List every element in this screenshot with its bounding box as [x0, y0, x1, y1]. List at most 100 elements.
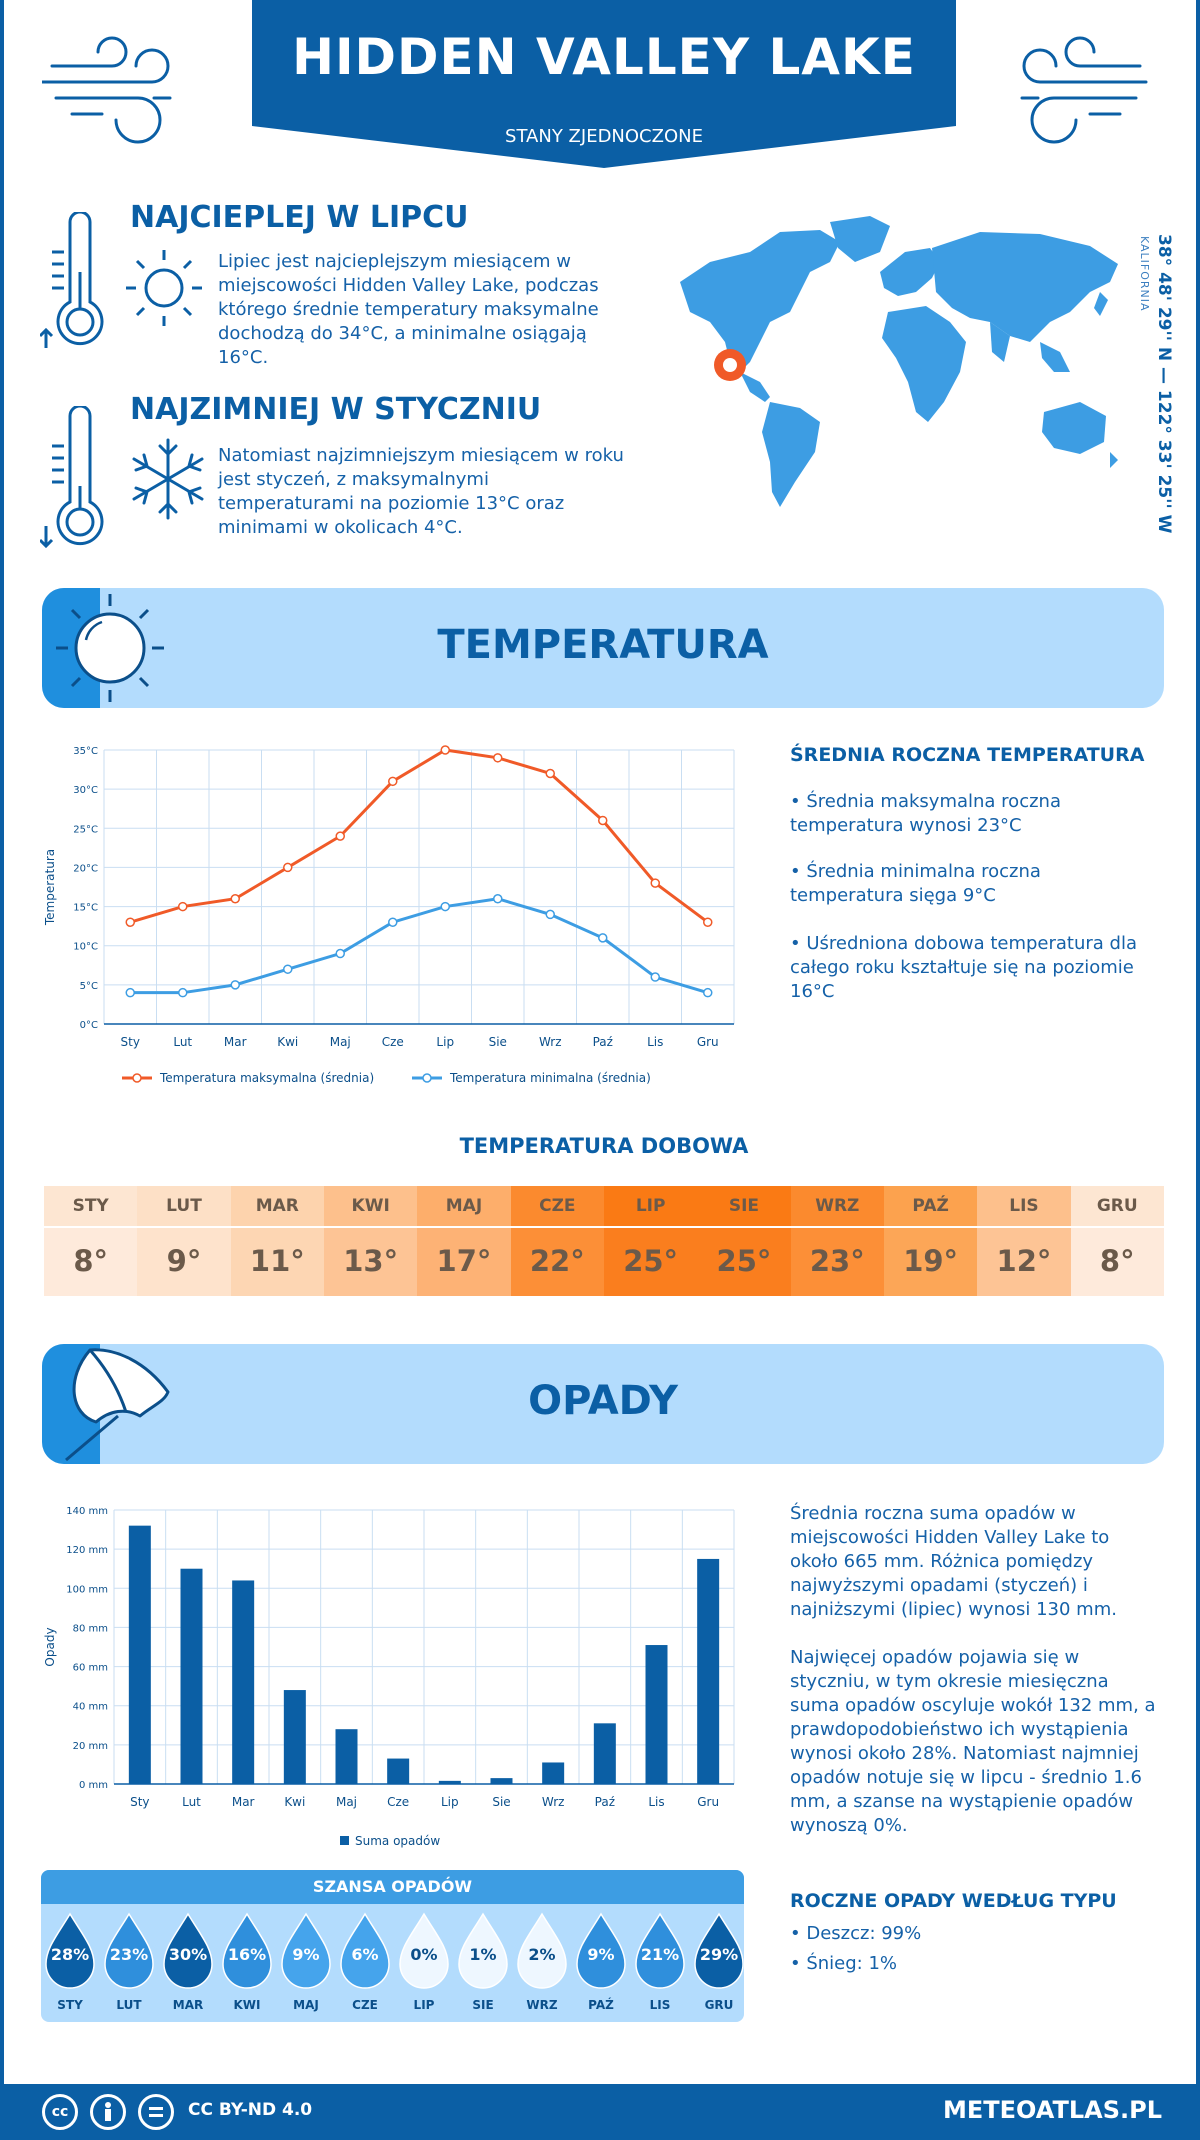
- daily-temp-cell: GRU 8°: [1070, 1186, 1164, 1296]
- data-point: [703, 987, 713, 998]
- precipitation-chart: 0 mm 20 mm 40 mm 60 mm 80 mm 100 mm 120 mm 140 …: [43, 1506, 735, 1848]
- x-tick-label: Lip: [441, 1795, 459, 1809]
- raindrop-icon: [517, 1912, 567, 1989]
- thermometer-hot-icon: [40, 212, 104, 348]
- precip-chance-value: 16%: [227, 1945, 267, 1964]
- data-point: [388, 917, 398, 927]
- y-tick-label: 30°C: [73, 785, 98, 796]
- precip-chance-drop: 9% MAJ: [278, 1912, 334, 2012]
- x-tick-label: Sie: [492, 1795, 510, 1809]
- daily-temp-title: TEMPERATURA DOBOWA: [459, 1134, 749, 1158]
- precip-chance-drop: 30% MAR: [160, 1912, 216, 2012]
- data-point: [440, 901, 450, 912]
- precip-chance-drop: 28% STY: [42, 1912, 98, 2012]
- annual-temp-max: • Średnia maksymalna roczna temperatura …: [790, 791, 1061, 836]
- y-tick-label: 40 mm: [73, 1702, 108, 1713]
- daily-temp-month: MAR: [230, 1186, 324, 1226]
- precip-chance-month: WRZ: [526, 1998, 558, 2012]
- y-tick-label: 120 mm: [66, 1545, 108, 1556]
- bar: [335, 1729, 358, 1784]
- city-title: HIDDEN VALLEY LAKE: [292, 28, 916, 86]
- bar: [697, 1558, 720, 1784]
- data-point: [650, 972, 660, 982]
- precip-chance-month: MAJ: [293, 1998, 319, 2012]
- raindrop-icon: [222, 1912, 272, 1989]
- raindrop-icon: [45, 1912, 95, 1989]
- bar: [542, 1762, 565, 1784]
- daily-temp-month: LIS: [977, 1186, 1071, 1226]
- daily-temp-cell: LIS 12°: [977, 1186, 1071, 1296]
- header-banner: [252, 0, 956, 170]
- warmest-text: Lipiec jest najcieplejszym miesiącem w m…: [218, 251, 599, 368]
- sun-icon: [56, 594, 164, 702]
- temperature-title: TEMPERATURA: [437, 622, 769, 668]
- bar: [128, 1525, 151, 1784]
- precip-chance-drop: 1% SIE: [455, 1912, 511, 2012]
- x-tick-label: Mar: [232, 1795, 255, 1809]
- raindrop-icon: [399, 1912, 449, 1989]
- precip-chance-drop: 16% KWI: [219, 1912, 275, 2012]
- daily-temp-cell: SIE 25°: [697, 1186, 791, 1296]
- precip-chance-month: CZE: [352, 1998, 378, 2012]
- precip-chance-month: LIS: [649, 1998, 671, 2012]
- raindrop-icon: [340, 1912, 390, 1989]
- no-derivatives-icon: [138, 2094, 174, 2130]
- y-tick-label: 15°C: [73, 903, 98, 914]
- brand-link[interactable]: METEOATLAS.PL: [942, 2096, 1162, 2124]
- data-point: [125, 987, 135, 998]
- data-point: [650, 878, 660, 888]
- y-tick-label: 10°C: [73, 942, 98, 953]
- precip-chance-title: SZANSA OPADÓW: [41, 1870, 744, 1904]
- daily-temp-value: 12°: [977, 1226, 1071, 1296]
- bar: [645, 1645, 668, 1784]
- precip-chance-drops: 28% STY 23% LUT 30% MAR 16% KWI 9% MAJ 6% CZE …: [41, 1904, 744, 2022]
- sun-icon: [126, 250, 202, 326]
- daily-temp-cell: LUT 9°: [137, 1186, 231, 1296]
- daily-temp-cell: MAJ 17°: [417, 1186, 511, 1296]
- bar: [490, 1778, 513, 1784]
- daily-temp-value: 11°: [230, 1226, 324, 1296]
- y-tick-label: 60 mm: [73, 1663, 108, 1674]
- y-axis-label: Opady: [43, 1627, 57, 1666]
- data-point: [178, 901, 188, 912]
- precip-chance-value: 30%: [168, 1945, 208, 1964]
- data-point: [598, 815, 608, 826]
- snowflake-icon: [132, 438, 204, 520]
- data-point: [335, 831, 345, 841]
- data-point: [493, 753, 503, 763]
- country-name: STANY ZJEDNOCZONE: [505, 126, 703, 147]
- data-point: [230, 893, 240, 904]
- daily-temp-value: 23°: [790, 1226, 884, 1296]
- annual-temp-min: • Średnia minimalna roczna temperatura s…: [790, 861, 1041, 906]
- raindrop-icon: [163, 1912, 213, 1989]
- x-tick-label: Sty: [121, 1035, 140, 1049]
- precip-chance-value: 23%: [109, 1945, 149, 1964]
- license-text: CC BY-ND 4.0: [188, 2100, 313, 2120]
- precip-details: Najwięcej opadów pojawia się w styczniu,…: [790, 1647, 1156, 1836]
- daily-temp-value: 13°: [323, 1226, 418, 1296]
- data-point: [178, 987, 188, 998]
- bar: [180, 1568, 203, 1784]
- raindrop-icon: [694, 1912, 744, 1989]
- raindrop-icon: [458, 1912, 508, 1989]
- daily-temp-cell: CZE 22°: [510, 1186, 604, 1296]
- data-point: [440, 745, 450, 755]
- bar: [232, 1580, 255, 1784]
- x-tick-label: Mar: [224, 1035, 247, 1049]
- x-tick-label: Cze: [382, 1035, 404, 1049]
- precip-type-snow: • Śnieg: 1%: [790, 1953, 898, 1974]
- daily-temp-month: LUT: [137, 1186, 231, 1226]
- daily-temp-cell: WRZ 23°: [790, 1186, 884, 1296]
- x-tick-label: Gru: [697, 1035, 719, 1049]
- precip-chance-month: SIE: [472, 1998, 494, 2012]
- daily-temp-cell: LIP 25°: [603, 1186, 698, 1296]
- daily-temp-cell: KWI 13°: [323, 1186, 418, 1296]
- y-axis-label: Temperatura: [43, 849, 57, 926]
- x-tick-label: Maj: [330, 1035, 351, 1049]
- precip-chance-value: 29%: [699, 1945, 739, 1964]
- precip-chance-box: SZANSA OPADÓW 28% STY 23% LUT 30% MAR 16% KW…: [41, 1870, 744, 2022]
- coordinates: 38° 48' 29'' N — 122° 33' 25'' W: [1154, 234, 1174, 534]
- temperature-chart: 0°C 5°C 10°C 15°C 20°C 25°C 30°C 35°C Sty Lut Mar K…: [43, 745, 735, 1085]
- precip-chance-value: 0%: [410, 1945, 438, 1964]
